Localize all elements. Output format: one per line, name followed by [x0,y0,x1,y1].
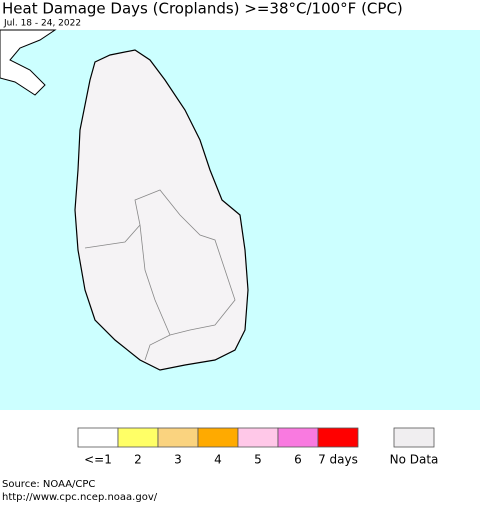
legend-label: 2 [134,453,142,467]
source: Source: NOAA/CPC [2,479,95,490]
province-boundaries [84,189,236,361]
legend-label: 3 [174,453,182,467]
legend-label: 7 days [318,453,358,467]
source-url: http://www.cpc.ncep.noaa.gov/ [2,492,158,503]
legend: <=1 2 3 4 5 6 7 days No Data [77,427,439,467]
legend-label: 4 [214,453,222,467]
legend-swatch [117,427,159,448]
legend-label: <=1 [84,453,112,467]
mainland [0,29,57,96]
legend-swatch [393,427,435,448]
map [0,29,480,410]
island [74,49,249,371]
legend-swatch [77,427,119,448]
legend-swatch [197,427,239,448]
legend-swatch [157,427,199,448]
title: Heat Damage Days (Croplands) >=38°C/100°… [2,0,403,18]
legend-swatch [277,427,319,448]
legend-swatch [317,427,359,448]
legend-label: 5 [254,453,262,467]
legend-swatch [237,427,279,448]
subtitle: Jul. 18 - 24, 2022 [3,19,81,29]
legend-label: 6 [294,453,302,467]
legend-label: No Data [390,453,439,467]
